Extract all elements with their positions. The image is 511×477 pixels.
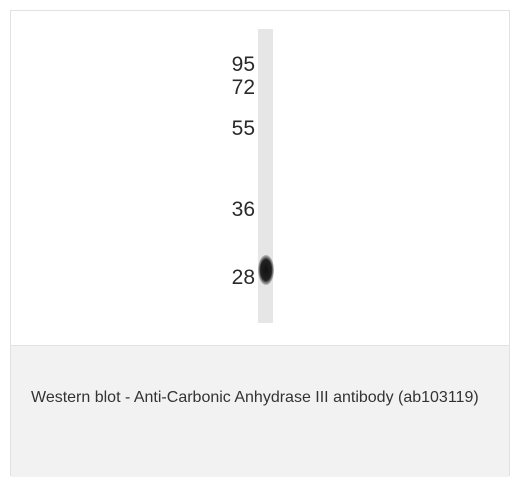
- image-panel: 95 72 55 36 28 Western blot - Anti-Carbo…: [10, 10, 510, 476]
- marker-label: 36: [232, 198, 255, 221]
- marker-label: 72: [232, 76, 255, 99]
- caption-box: Western blot - Anti-Carbonic Anhydrase I…: [11, 345, 509, 477]
- page: {"image": {"markers": ["95", "72", "55",…: [0, 0, 511, 476]
- western-blot: 95 72 55 36 28: [11, 11, 509, 345]
- band: [258, 255, 274, 285]
- caption: Western blot - Anti-Carbonic Anhydrase I…: [31, 374, 501, 422]
- marker-label: 28: [232, 266, 255, 289]
- marker-label: 95: [232, 53, 255, 76]
- marker-label: 55: [232, 117, 255, 140]
